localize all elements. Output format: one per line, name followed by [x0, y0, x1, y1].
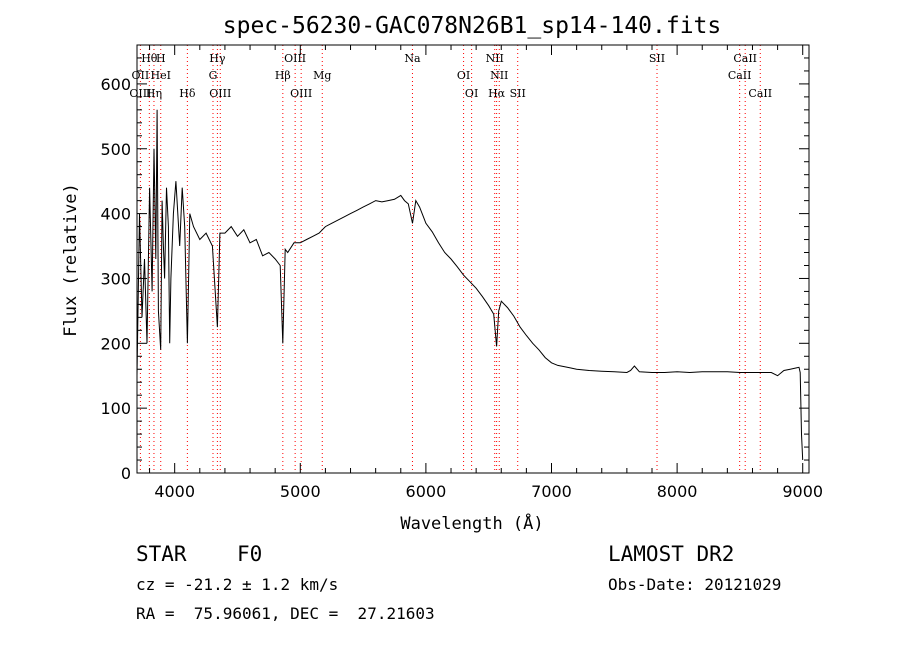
marker-label: HeI — [151, 69, 171, 82]
marker-label: SII — [649, 52, 665, 65]
marker-label: Hδ — [179, 87, 196, 100]
marker-label: Na — [404, 52, 421, 65]
marker-label: CaII — [728, 69, 752, 82]
spectrum-line — [136, 109, 804, 461]
plot-frame — [136, 44, 810, 474]
marker-label: OII — [132, 69, 150, 82]
marker-label: SII — [510, 87, 526, 100]
x-tick-label: 4000 — [154, 482, 195, 501]
marker-label: OI — [465, 87, 478, 100]
survey-name: LAMOST DR2 — [608, 542, 735, 566]
marker-label: OI — [457, 69, 470, 82]
x-tick-label: 7000 — [531, 482, 572, 501]
marker-label: Hβ — [275, 69, 291, 82]
marker-label: Hα — [488, 87, 506, 100]
y-tick-label: 100 — [100, 399, 131, 418]
y-axis-label: Flux (relative) — [61, 183, 81, 337]
y-tick-label: 600 — [100, 75, 131, 94]
marker-label: Mg — [313, 69, 331, 82]
marker-label: NII — [490, 69, 508, 82]
marker-label: OIII — [209, 87, 231, 100]
x-tick-label: 9000 — [782, 482, 823, 501]
y-tick-label: 500 — [100, 140, 131, 159]
y-tick-label: 0 — [121, 464, 131, 483]
marker-label: NII — [486, 52, 504, 65]
coordinates: RA = 75.96061, DEC = 27.21603 — [136, 604, 435, 623]
y-tick-label: 400 — [100, 205, 131, 224]
marker-label: CaII — [748, 87, 772, 100]
marker-label: Hγ — [209, 52, 226, 65]
y-tick-label: 200 — [100, 334, 131, 353]
object-class: STAR — [136, 542, 187, 566]
marker-label: Hη — [146, 87, 162, 100]
obs-date: Obs-Date: 20121029 — [608, 575, 782, 594]
x-tick-label: 6000 — [406, 482, 447, 501]
x-axis-label: Wavelength (Å) — [400, 512, 543, 534]
emission-line-markers — [139, 45, 761, 473]
axis-ticks: 4000 5000 6000 7000 8000 9000 0 100 200 300 400 500… — [100, 45, 823, 501]
marker-label: OIII — [129, 87, 151, 100]
marker-label: OIII — [290, 87, 312, 100]
marker-label: Hθ — [141, 52, 158, 65]
marker-label: H — [156, 52, 166, 65]
x-tick-label: 5000 — [280, 482, 321, 501]
y-tick-label: 300 — [100, 269, 131, 288]
x-tick-label: 8000 — [657, 482, 698, 501]
chart-title: spec-56230-GAC078N26B1_sp14-140.fits — [223, 13, 722, 39]
marker-label: OIII — [284, 52, 306, 65]
velocity: cz = -21.2 ± 1.2 km/s — [136, 575, 339, 594]
marker-label: CaII — [733, 52, 757, 65]
marker-label: G — [209, 69, 218, 82]
subclass: F0 — [237, 542, 263, 566]
